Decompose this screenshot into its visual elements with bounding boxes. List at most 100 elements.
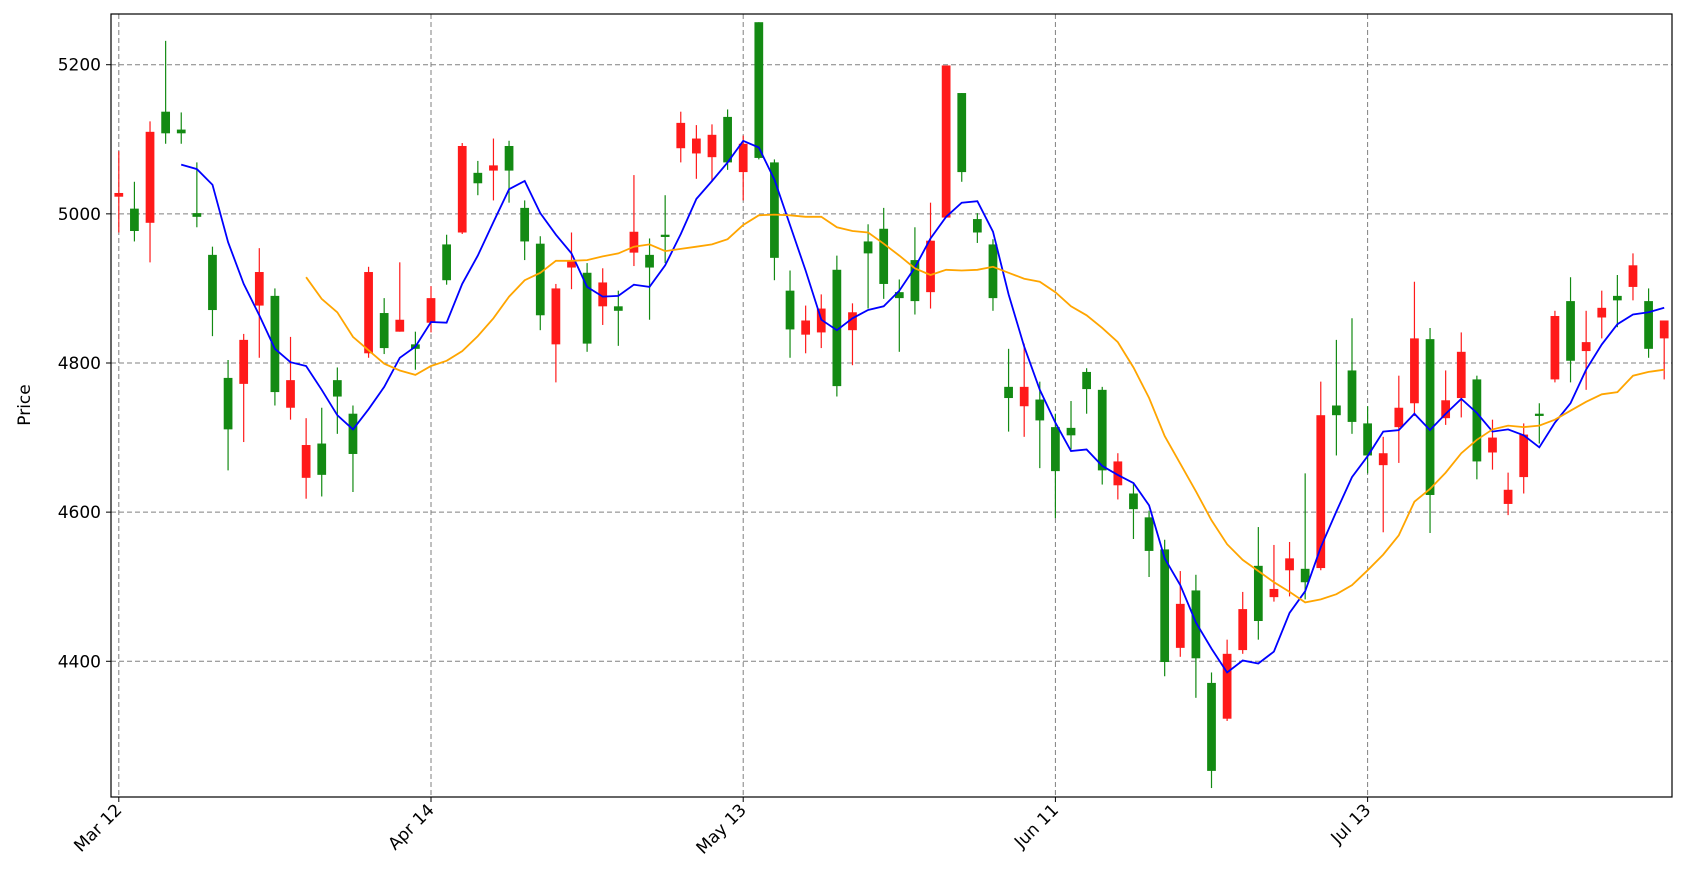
y-tick-label: 4400	[58, 652, 101, 672]
candle-body	[1144, 517, 1154, 551]
candle-body	[348, 413, 358, 454]
x-tick-label: Jun 11	[1010, 800, 1063, 853]
y-tick-label: 5000	[58, 205, 101, 225]
candle-body	[114, 192, 124, 197]
candle-body	[1659, 320, 1669, 339]
candle-body	[535, 243, 545, 316]
candle-body	[161, 111, 171, 134]
candle-body	[1628, 265, 1638, 287]
candle-body	[442, 244, 451, 281]
candle-body	[1019, 386, 1029, 407]
candle-body	[504, 145, 514, 171]
candle-body	[1566, 301, 1575, 361]
y-tick-label: 5200	[58, 56, 101, 76]
candle-body	[1285, 558, 1294, 571]
candle-body	[1410, 338, 1419, 404]
candle-body	[286, 380, 295, 408]
y-axis-label: Price	[15, 384, 35, 425]
y-tick-label: 4800	[58, 354, 101, 374]
candle-body	[520, 207, 530, 242]
candle-body	[1175, 603, 1185, 648]
candle-body	[1207, 682, 1216, 771]
candle-body	[582, 272, 592, 344]
candle-body	[1004, 386, 1013, 399]
candle-body	[208, 254, 217, 311]
candle-body	[972, 219, 982, 233]
candle-body	[707, 134, 717, 158]
candle-body	[1222, 653, 1232, 719]
candle-body	[1129, 493, 1138, 510]
plot-frame	[110, 13, 1673, 798]
candle-body	[692, 138, 701, 154]
candle-body	[1612, 295, 1622, 301]
candle-body	[894, 292, 904, 299]
candle-body	[457, 145, 467, 233]
candle-body	[770, 162, 779, 258]
candle-body	[957, 93, 967, 173]
x-tick-label: Apr 14	[384, 800, 438, 854]
candle-body	[1113, 461, 1123, 486]
candle-body	[473, 172, 483, 184]
candle-body	[863, 241, 873, 254]
candle-body	[910, 260, 920, 302]
candle-body	[1191, 590, 1201, 659]
candle-body	[426, 298, 436, 323]
candle-body	[1238, 609, 1248, 651]
candle-body	[567, 260, 576, 268]
candle-body	[551, 288, 561, 345]
candle-body	[1097, 389, 1107, 471]
candle-body	[1394, 407, 1404, 428]
candle-body	[1160, 549, 1170, 663]
candle-body	[223, 377, 233, 430]
candle-body	[926, 240, 935, 293]
candle-body	[848, 312, 857, 331]
candle-body	[1441, 400, 1451, 419]
candle-body	[364, 272, 373, 354]
candle-body	[660, 234, 670, 237]
candle-body	[676, 122, 686, 149]
candle-body	[1644, 301, 1653, 349]
candle-body	[239, 339, 249, 384]
moving-average-line	[305, 213, 1665, 604]
candle-body	[1597, 307, 1607, 318]
candle-body	[1347, 370, 1357, 422]
candle-body	[254, 272, 264, 306]
candle-body	[754, 22, 764, 158]
candle-body	[489, 165, 498, 171]
candle-body	[1503, 489, 1513, 504]
x-tick-label: May 13	[693, 800, 751, 858]
candle-body	[801, 320, 811, 335]
candle-body	[192, 213, 202, 217]
candle-body	[1332, 405, 1341, 416]
candle-body	[1051, 427, 1060, 472]
candle-body	[1082, 371, 1091, 390]
candle-body	[1269, 588, 1279, 598]
x-tick-label: Jul 13	[1327, 800, 1375, 848]
candle-body	[1253, 565, 1263, 622]
candle-body	[879, 228, 889, 284]
candle-body	[332, 380, 342, 397]
candle-body	[1488, 437, 1497, 453]
candle-body	[1472, 379, 1482, 462]
moving-average-line	[180, 139, 1665, 674]
y-tick-label: 4600	[58, 503, 101, 523]
candle-body	[1550, 316, 1560, 380]
candle-body	[1581, 342, 1591, 352]
candle-body	[785, 290, 795, 330]
candle-body	[317, 443, 327, 475]
candle-body	[176, 129, 186, 134]
candle-body	[145, 131, 155, 223]
x-tick-label: Mar 12	[70, 800, 126, 856]
candle-body	[379, 313, 389, 349]
candle-body	[629, 231, 639, 253]
candle-body	[598, 282, 608, 307]
candle-body	[1519, 434, 1529, 478]
candle-body	[1316, 415, 1326, 569]
candle-body	[1534, 413, 1544, 416]
candle-body	[613, 306, 623, 311]
candle-body	[1363, 423, 1372, 456]
candle-body	[1456, 351, 1466, 399]
candle-body	[1425, 339, 1435, 495]
candle-body	[395, 319, 405, 332]
